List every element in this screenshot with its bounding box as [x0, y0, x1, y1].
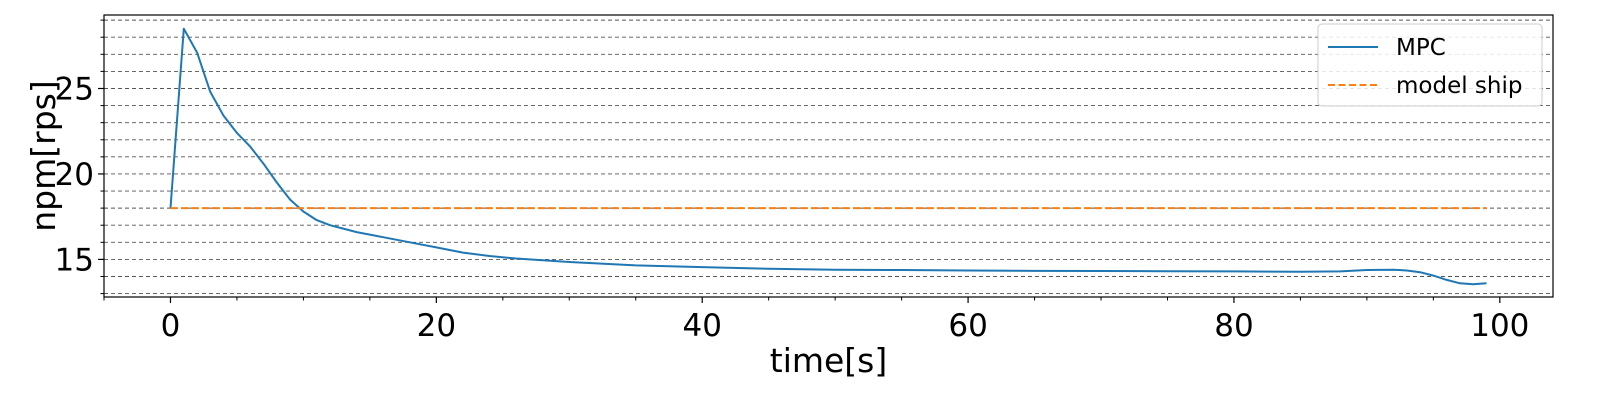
- x-tick-label: 100: [1470, 308, 1529, 344]
- x-tick-label: 20: [417, 308, 456, 344]
- x-axis-label: time[s]: [770, 341, 888, 380]
- y-axis-label: npm[rps]: [24, 80, 63, 231]
- y-tick-label: 25: [55, 71, 94, 107]
- series-line-mpc: [169, 27, 1487, 286]
- plot-frame: [103, 14, 1554, 298]
- legend-label-model-ship: model ship: [1396, 73, 1522, 99]
- legend: MPC model ship: [1317, 23, 1543, 107]
- x-tick-label: 80: [1214, 308, 1253, 344]
- series-layer: [169, 27, 1487, 286]
- y-tick-label: 20: [55, 157, 94, 193]
- x-tick-label: 0: [161, 308, 181, 344]
- legend-label-mpc: MPC: [1396, 35, 1446, 61]
- ticks-layer: 0 20 40 60 80 100 15 20 25: [55, 19, 1529, 344]
- y-tick-label: 15: [55, 242, 94, 278]
- x-tick-label: 40: [682, 308, 721, 344]
- x-tick-label: 60: [948, 308, 987, 344]
